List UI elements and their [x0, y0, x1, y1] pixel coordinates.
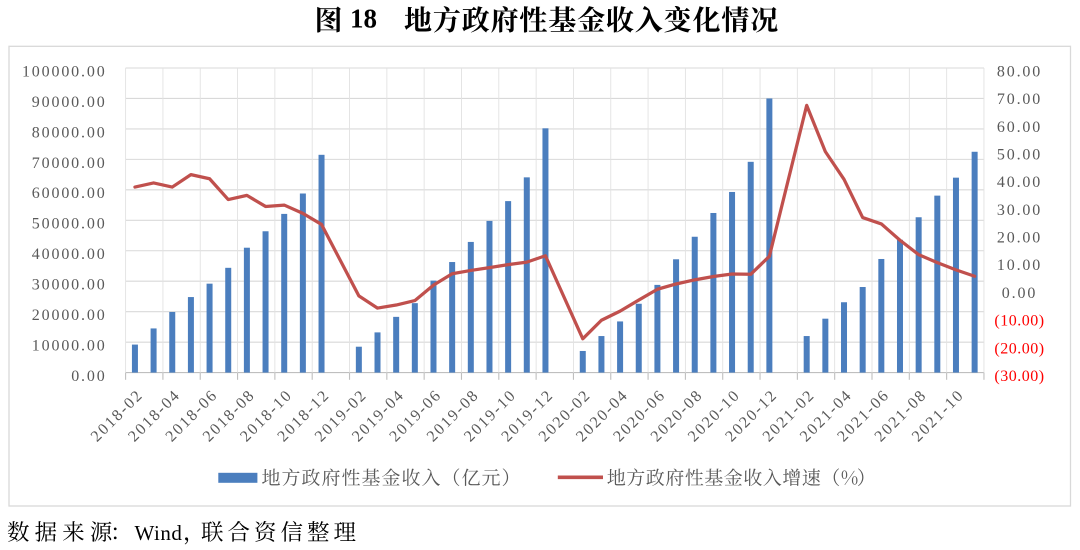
svg-text:60000.00: 60000.00: [32, 185, 107, 202]
svg-text:0.00: 0.00: [1002, 285, 1037, 302]
svg-text:30.00: 30.00: [997, 202, 1042, 219]
svg-text:60.00: 60.00: [997, 119, 1042, 136]
svg-text:10000.00: 10000.00: [32, 338, 107, 355]
svg-text:10.00: 10.00: [997, 257, 1042, 274]
svg-text:(30.00): (30.00): [994, 368, 1044, 385]
svg-text:Wind: Wind: [135, 521, 183, 545]
svg-text:0.00: 0.00: [71, 368, 106, 385]
svg-text:20000.00: 20000.00: [32, 307, 107, 324]
svg-text:70.00: 70.00: [997, 91, 1042, 108]
svg-text:80.00: 80.00: [997, 63, 1042, 80]
svg-text:(10.00): (10.00): [994, 313, 1044, 330]
svg-text:18: 18: [350, 4, 377, 34]
svg-text:100000.00: 100000.00: [22, 63, 107, 80]
svg-text:40.00: 40.00: [997, 174, 1042, 191]
svg-text:20.00: 20.00: [997, 230, 1042, 247]
svg-text:50000.00: 50000.00: [32, 216, 107, 233]
svg-text:40000.00: 40000.00: [32, 246, 107, 263]
svg-text:80000.00: 80000.00: [32, 124, 107, 141]
svg-text:90000.00: 90000.00: [32, 94, 107, 111]
svg-text:30000.00: 30000.00: [32, 277, 107, 294]
svg-text:(20.00): (20.00): [994, 340, 1044, 357]
svg-text:50.00: 50.00: [997, 146, 1042, 163]
svg-text:70000.00: 70000.00: [32, 155, 107, 172]
